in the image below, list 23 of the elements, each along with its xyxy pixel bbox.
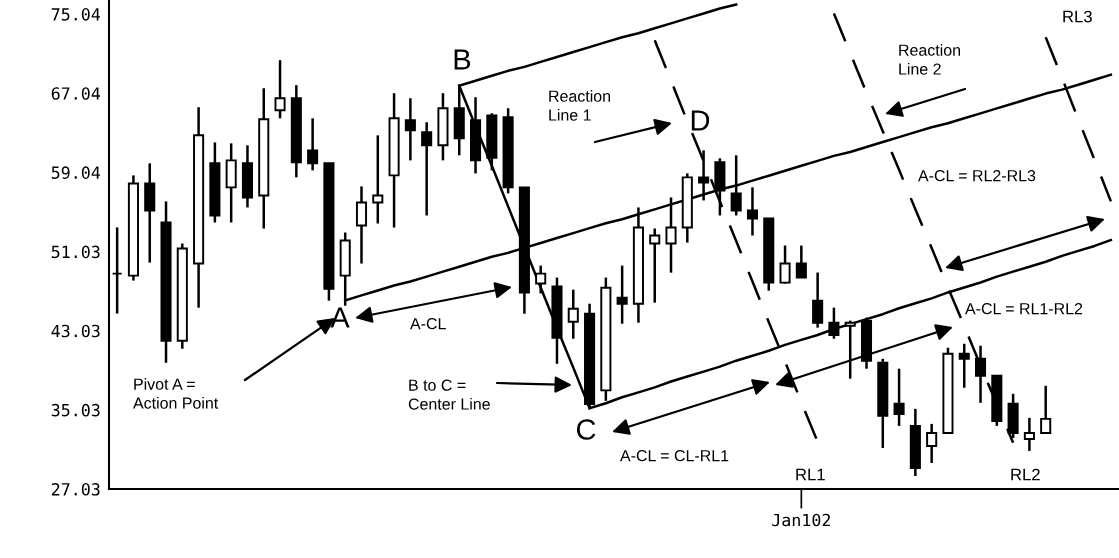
y-tick-label: 51.03 [51,245,100,259]
y-tick-label: 75.04 [51,8,101,21]
annotation: A-CL [410,317,446,330]
y-tick-label: 27.03 [51,483,100,496]
annotation: RL2 [1011,468,1040,481]
annotation: A [330,307,350,328]
y-tick-label: 35.03 [51,403,100,417]
annotation: RL3 [1063,10,1092,23]
annotation: Pivot A = Action Point [133,378,219,409]
annotation: A-CL = RL2-RL3 [918,169,1036,182]
annotation: B to C = Center Line [408,379,490,410]
y-tick-label: 43.03 [51,324,100,338]
annotation: D [691,110,710,131]
annotation: A-CL = RL1-RL2 [965,302,1083,315]
annotation: A-CL = CL-RL1 [620,449,729,462]
annotation: Reaction Line 2 [899,44,960,75]
y-tick-label: 59.04 [51,166,101,179]
annotation: RL1 [796,468,825,481]
annotation: B [454,49,471,70]
y-tick-label: 67.04 [51,87,101,100]
annotation: Reaction Line 1 [549,90,610,121]
annotation: C [576,419,596,440]
x-tick-label: Jan102 [772,513,831,527]
